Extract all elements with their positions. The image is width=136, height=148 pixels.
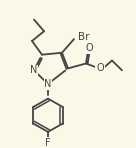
Text: N: N — [30, 65, 38, 75]
Text: Br: Br — [78, 32, 89, 42]
Text: O: O — [85, 43, 93, 53]
Text: F: F — [45, 138, 51, 148]
Text: N: N — [44, 79, 52, 89]
Text: O: O — [96, 63, 104, 73]
